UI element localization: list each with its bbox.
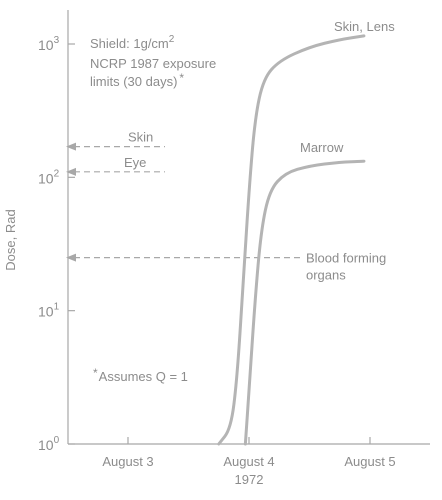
reference-label: Skin xyxy=(128,130,153,145)
x-tick-label: August 4 xyxy=(223,454,274,469)
reference-arrow xyxy=(66,142,76,151)
limits-line-2: limits (30 days) * xyxy=(90,71,184,89)
shield-annotation: Shield: 1g/cm2 xyxy=(90,34,175,51)
footnote: *Assumes Q = 1 xyxy=(93,366,188,384)
series-line xyxy=(217,34,366,446)
shield-exponent: 2 xyxy=(169,34,175,45)
reference-label-line: organs xyxy=(306,268,346,283)
shield-text: Shield: 1g/cm xyxy=(90,36,169,51)
reference-label-line: Blood forming xyxy=(306,251,386,266)
y-axis-label: Dose, Rad xyxy=(3,209,18,270)
y-tick-base: 10 xyxy=(38,437,54,453)
series-label: Skin, Lens xyxy=(334,19,395,34)
y-tick-exponent: 1 xyxy=(54,302,60,313)
x-axis-title: 1972 xyxy=(235,472,264,487)
limits-footnote-marker: * xyxy=(179,71,184,85)
reference-label: Eye xyxy=(124,155,146,170)
reference-arrow xyxy=(66,167,76,176)
limits-line-2-text: limits (30 days) xyxy=(90,74,177,89)
footnote-marker: * xyxy=(93,366,98,380)
y-tick-label: 102 xyxy=(38,168,60,186)
y-tick-label: 103 xyxy=(38,35,60,53)
series-line xyxy=(243,159,366,446)
y-tick-exponent: 3 xyxy=(54,35,60,46)
x-tick-label: August 3 xyxy=(102,454,153,469)
y-tick-label: 101 xyxy=(38,302,60,320)
reference-label: Blood forming organs xyxy=(306,251,386,283)
footnote-text: Assumes Q = 1 xyxy=(99,369,188,384)
y-tick-label: 100 xyxy=(38,435,60,453)
y-tick-base: 10 xyxy=(38,304,54,320)
y-tick-exponent: 0 xyxy=(54,435,60,446)
series-label: Marrow xyxy=(300,140,344,155)
reference-arrow xyxy=(66,253,76,262)
y-tick-base: 10 xyxy=(38,37,54,53)
y-tick-base: 10 xyxy=(38,170,54,186)
x-tick-label: August 5 xyxy=(344,454,395,469)
y-tick-exponent: 2 xyxy=(54,168,60,179)
limits-line-1: NCRP 1987 exposure xyxy=(90,56,216,71)
